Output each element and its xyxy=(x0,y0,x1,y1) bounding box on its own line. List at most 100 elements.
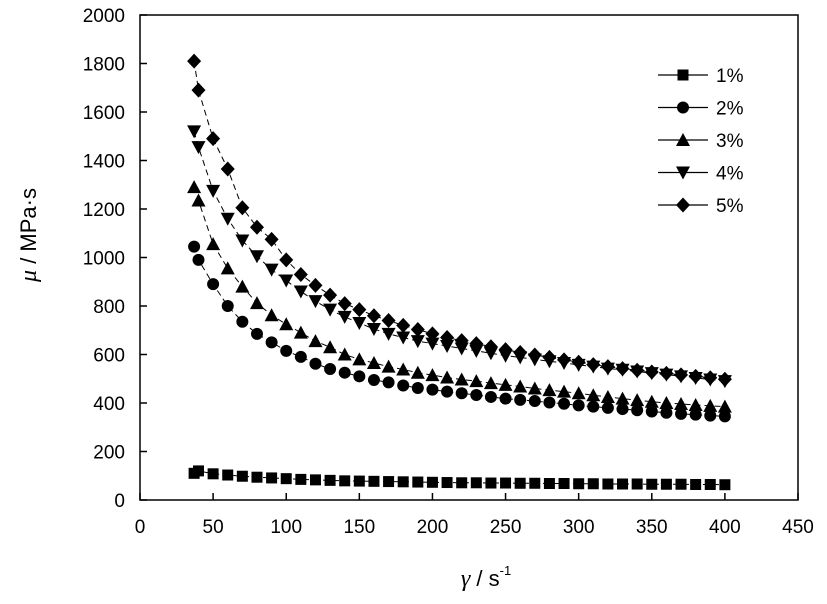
data-point xyxy=(279,252,294,268)
series-1pct xyxy=(188,465,731,491)
legend-label: 4% xyxy=(716,164,744,185)
data-point xyxy=(411,381,424,394)
data-point xyxy=(454,342,469,356)
data-point xyxy=(191,82,206,98)
legend-label: 1% xyxy=(716,66,744,87)
data-point xyxy=(367,373,380,386)
data-point xyxy=(425,337,440,351)
data-point xyxy=(469,344,484,358)
x-tick-label: 0 xyxy=(135,517,146,538)
data-point xyxy=(353,370,366,383)
y-tick-label: 1400 xyxy=(83,152,125,173)
data-point xyxy=(410,335,425,349)
data-point xyxy=(368,475,380,487)
data-point xyxy=(631,478,643,490)
data-point xyxy=(688,368,703,384)
data-point xyxy=(543,396,556,409)
data-point xyxy=(542,383,557,397)
data-point xyxy=(366,323,381,337)
x-tick-label: 150 xyxy=(343,517,375,538)
data-point xyxy=(514,393,527,406)
data-point xyxy=(280,473,292,485)
data-point xyxy=(251,471,263,483)
y-tick-label: 400 xyxy=(93,394,125,415)
data-point xyxy=(601,401,614,414)
data-point xyxy=(293,285,308,299)
y-tick-label: 1800 xyxy=(83,55,125,76)
y-tick-label: 1600 xyxy=(83,103,125,124)
data-point xyxy=(381,327,396,341)
data-point xyxy=(527,347,542,363)
legend-marker xyxy=(676,166,690,180)
data-point xyxy=(188,240,201,253)
data-point xyxy=(513,379,528,393)
data-point xyxy=(703,370,718,386)
data-point xyxy=(249,296,264,310)
data-point xyxy=(397,379,410,392)
data-point xyxy=(337,347,352,361)
data-point xyxy=(383,476,395,488)
data-point xyxy=(382,376,395,389)
data-point xyxy=(366,355,381,369)
data-point xyxy=(249,219,264,235)
data-point xyxy=(557,384,572,398)
data-point xyxy=(366,308,381,324)
data-point xyxy=(221,300,234,312)
data-point xyxy=(187,180,202,194)
data-point xyxy=(615,391,630,405)
data-point xyxy=(236,470,248,482)
data-point xyxy=(441,477,453,489)
data-point xyxy=(483,376,498,390)
data-point xyxy=(293,266,308,282)
data-point xyxy=(600,359,615,375)
data-point xyxy=(352,316,367,330)
data-point xyxy=(659,365,674,381)
data-point xyxy=(660,478,672,490)
data-point xyxy=(455,387,468,400)
data-point xyxy=(690,478,702,490)
series-5pct xyxy=(187,53,732,387)
data-point xyxy=(207,278,220,291)
x-tick-label: 450 xyxy=(782,517,814,538)
y-axis-unit: / MPa·s xyxy=(16,188,41,270)
data-point xyxy=(265,336,278,349)
data-point xyxy=(324,363,337,376)
data-point xyxy=(675,407,688,420)
data-point xyxy=(454,333,469,349)
data-point xyxy=(513,345,528,361)
data-point xyxy=(484,390,497,403)
data-point xyxy=(558,397,571,410)
x-tick-label: 250 xyxy=(490,517,522,538)
x-axis-symbol: γ xyxy=(461,566,471,592)
data-point xyxy=(309,474,321,486)
data-point xyxy=(235,234,250,248)
data-point xyxy=(542,349,557,365)
data-point xyxy=(660,406,673,419)
data-point xyxy=(440,370,455,384)
data-point xyxy=(587,478,599,490)
x-tick-label: 300 xyxy=(563,517,595,538)
y-tick-label: 800 xyxy=(93,297,125,318)
data-point xyxy=(717,371,732,387)
data-point xyxy=(191,193,206,207)
data-point xyxy=(440,330,455,346)
data-point xyxy=(412,476,424,488)
data-point xyxy=(529,477,541,489)
data-point xyxy=(704,478,716,490)
data-point xyxy=(323,287,338,303)
data-point xyxy=(602,478,614,490)
y-tick-label: 2000 xyxy=(83,6,125,27)
data-point xyxy=(295,473,307,485)
data-point xyxy=(308,295,323,309)
data-point xyxy=(600,389,615,403)
data-point xyxy=(615,361,630,377)
data-point xyxy=(440,340,455,354)
series-2pct xyxy=(188,240,731,423)
data-point xyxy=(587,400,600,413)
data-point xyxy=(498,342,513,358)
data-point xyxy=(470,477,482,489)
data-point xyxy=(718,410,731,423)
data-point xyxy=(703,398,718,412)
data-point xyxy=(338,366,351,379)
